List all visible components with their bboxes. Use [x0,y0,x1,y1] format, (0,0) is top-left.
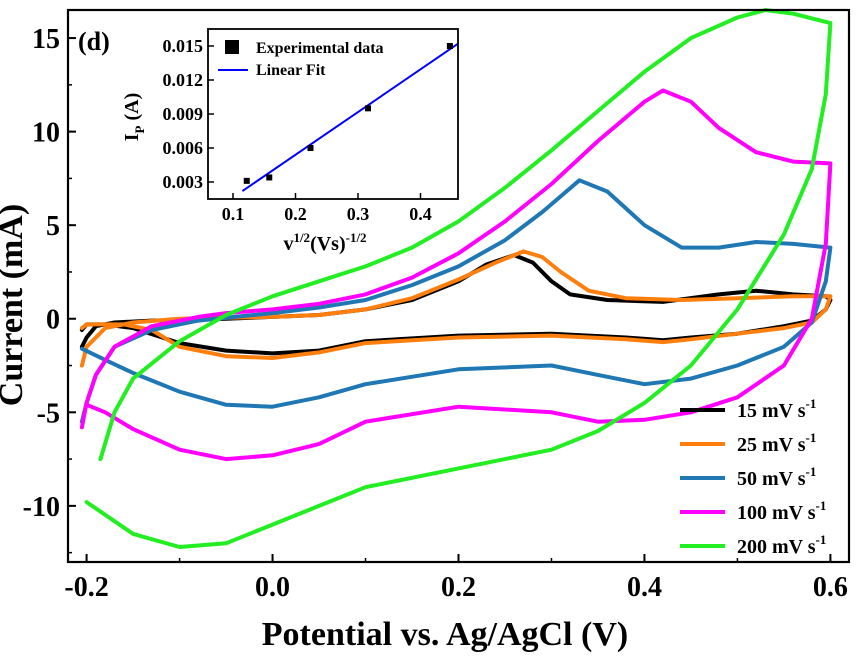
inset-x-tick-label: 0.3 [347,204,370,224]
legend-label-sup: -1 [806,464,817,479]
main-axis-ticks: -0.2 0.0 0.2 0.4 0.6 -10 -5 0 5 10 15 [23,24,848,603]
x-tick-label: 0.0 [255,572,290,603]
inset-legend-label-line: Linear Fit [256,62,326,79]
inset-y-tick-label: 0.012 [163,70,204,90]
legend-label-sup: -1 [816,498,827,513]
inset-legend-label-scatter: Experimental data [256,40,384,57]
legend-label-sup: -1 [806,430,817,445]
inset-y-tick-label: 0.009 [163,104,204,124]
series-line-1 [79,249,833,368]
inset-y-axis-title: IP (A) [121,93,147,142]
x-tick-label: 0.4 [627,572,662,603]
inset-data-point [266,174,273,181]
inset-legend: Experimental data Linear Fit [218,40,384,79]
inset-axis-ticks: 0.1 0.2 0.3 0.4 0.003 0.006 0.009 0.012 0.015 [163,36,432,224]
inset-xlabel-rest: (Vs) [310,233,346,255]
legend-label-sup: -1 [806,396,817,411]
main-series-group [79,8,833,549]
inset-background [208,29,458,199]
x-tick-label: -0.2 [64,572,108,603]
inset-x-tick-label: 0.1 [222,204,245,224]
legend-label-3: 100 mV s-1 [737,498,826,524]
panel-label: (d) [78,27,110,56]
legend-label-text: 100 mV s [737,502,816,524]
y-tick-label: 5 [46,211,60,242]
inset-y-tick-label: 0.015 [163,36,204,56]
legend-label-0: 15 mV s-1 [737,396,816,422]
inset-x-tick-label: 0.4 [409,204,432,224]
legend-label-text: 200 mV s [737,536,816,558]
x-tick-label: 0.6 [813,572,848,603]
x-axis-title: Potential vs. Ag/AgCl (V) [262,616,628,653]
series-line-3 [79,88,833,462]
inset-data-point [446,43,453,49]
series-line-4 [84,8,833,549]
legend-label-text: 50 mV s [737,468,806,490]
inset-fit-line [241,42,459,192]
y-tick-label: -5 [37,398,60,429]
y-axis-title: Current (mA) [0,204,30,406]
legend-label-sup: -1 [816,532,827,547]
inset-y-tick-label: 0.006 [163,138,204,158]
series-line-2 [79,178,833,424]
legend-label-1: 25 mV s-1 [737,430,816,456]
inset-data-point [307,145,314,151]
inset-data-point [365,105,371,112]
inset-xlabel-base-sup: 1/2 [293,230,310,245]
inset-x-axis-title: v1/2(Vs)-1/2 [283,230,366,255]
inset-ylabel-rest: (A) [121,93,143,126]
y-tick-label: -10 [23,492,60,523]
inset-series-group [241,42,459,192]
x-tick-label: 0.2 [441,572,476,603]
legend-label-text: 15 mV s [737,400,806,422]
inset-xlabel-base: v [283,233,293,255]
legend-label-2: 50 mV s-1 [737,464,816,490]
legend-label-4: 200 mV s-1 [737,532,826,558]
inset-x-tick-label: 0.2 [284,204,307,224]
y-tick-label: 15 [32,24,60,55]
inset-ylabel-sub: P [132,125,147,133]
inset-xlabel-rest-sup: -1/2 [346,230,367,245]
y-tick-label: 10 [32,118,60,149]
y-tick-label: 0 [46,305,60,336]
inset-ylabel-base: I [121,133,143,141]
inset-data-point [243,177,250,184]
legend-label-text: 25 mV s [737,434,806,456]
inset-y-tick-label: 0.003 [163,172,204,192]
inset-legend-swatch-scatter [225,40,239,54]
